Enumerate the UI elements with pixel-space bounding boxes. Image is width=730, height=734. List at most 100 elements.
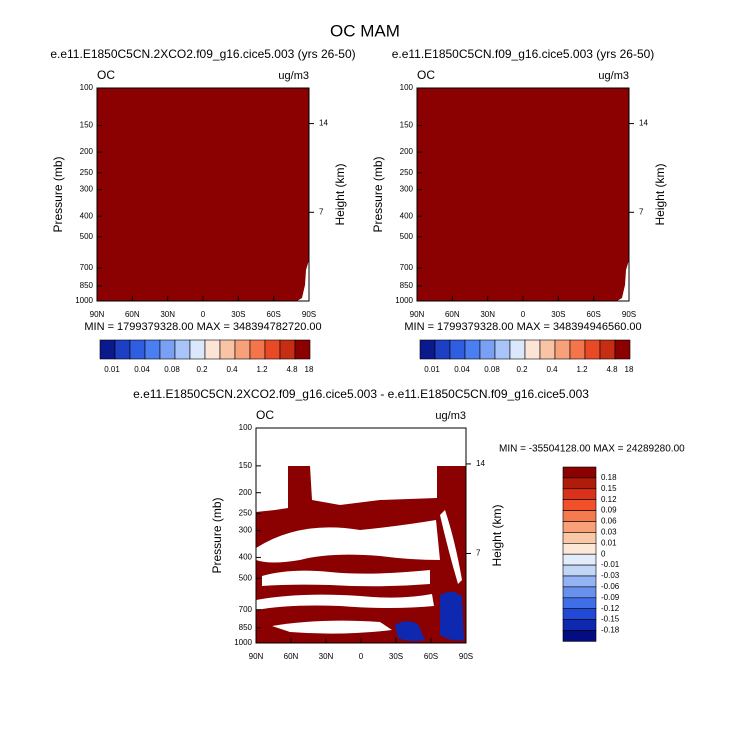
colorbar-box	[599, 339, 616, 360]
colorbar-box	[204, 339, 221, 360]
colorbar-box	[562, 586, 597, 599]
colorbar-box	[562, 608, 597, 620]
colorbar-box	[419, 339, 436, 360]
y-tick-label: 250	[400, 168, 414, 177]
colorbar-label: 0.08	[164, 365, 180, 374]
y-tick-label: 150	[239, 461, 253, 470]
colorbar-box	[144, 339, 161, 360]
x-tick-label: 30N	[480, 310, 495, 319]
colorbar-box	[129, 339, 146, 360]
colorbar-box	[219, 339, 236, 360]
colorbar-label: 1.2	[256, 365, 268, 374]
y-tick-label: 300	[239, 526, 253, 535]
x-tick-label: 30S	[231, 310, 245, 319]
panel-title: e.e11.E1850C5CN.f09_g16.cice5.003 (yrs 2…	[392, 47, 655, 61]
y-tick-label: 300	[400, 185, 414, 194]
colorbar-label: 0.18	[601, 473, 617, 482]
colorbar-label: 0.04	[454, 365, 470, 374]
left-label: OC	[417, 68, 435, 82]
colorbar-label: 0.09	[601, 506, 617, 515]
colorbar-box	[562, 619, 597, 631]
x-tick-label: 90S	[622, 310, 636, 319]
x-tick-label: 90S	[302, 310, 316, 319]
x-tick-label: 60N	[125, 310, 140, 319]
x-tick-label: 30N	[160, 310, 175, 319]
colorbar-box	[554, 339, 571, 360]
y-tick-label: 850	[400, 281, 414, 290]
y-axis-label: Pressure (mb)	[371, 156, 385, 232]
colorbar-label: 0.2	[196, 365, 208, 374]
colorbar-box	[234, 339, 251, 360]
y2-axis-label: Height (km)	[490, 504, 504, 566]
y-tick-label: 300	[80, 185, 94, 194]
colorbar-label: 0.4	[226, 365, 238, 374]
y-tick-label: 850	[80, 281, 94, 290]
colorbar-label: -0.18	[601, 626, 620, 635]
x-tick-label: 60N	[284, 652, 299, 661]
y-axis-label: Pressure (mb)	[210, 497, 224, 573]
colorbar-box	[99, 339, 116, 360]
colorbar-label: -0.06	[601, 582, 620, 591]
colorbar-box	[464, 339, 481, 360]
colorbar-label: 0.12	[601, 495, 617, 504]
colorbar-label: 0.01	[424, 365, 440, 374]
colorbar-box	[562, 477, 597, 490]
x-tick-label: 60N	[445, 310, 460, 319]
y-tick-label: 500	[400, 232, 414, 241]
right-label: ug/m3	[598, 70, 629, 82]
colorbar-label: 0.01	[104, 365, 120, 374]
left-label: OC	[256, 408, 274, 422]
colorbar-label: 0	[601, 549, 606, 558]
y-tick-label: 400	[239, 553, 253, 562]
y2-tick-label: 14	[639, 119, 648, 128]
x-tick-label: 0	[201, 310, 206, 319]
y-tick-label: 200	[400, 147, 414, 156]
x-tick-label: 30S	[551, 310, 565, 319]
y-tick-label: 700	[239, 605, 253, 614]
right-label: ug/m3	[278, 70, 309, 82]
stats: MIN = -35504128.00 MAX = 24289280.00	[499, 444, 685, 455]
colorbar-box	[159, 339, 176, 360]
stats: MIN = 1799379328.00 MAX = 348394946560.0…	[404, 321, 641, 333]
right-label: ug/m3	[435, 410, 466, 422]
colorbar-label: -0.03	[601, 571, 620, 580]
panel-title: e.e11.E1850C5CN.2XCO2.f09_g16.cice5.003 …	[50, 47, 355, 61]
x-tick-label: 30S	[389, 652, 403, 661]
colorbar-label: 0.15	[601, 484, 617, 493]
y-tick-label: 150	[400, 121, 414, 130]
y-tick-label: 100	[239, 423, 253, 432]
colorbar-box	[279, 339, 296, 360]
colorbar-box	[562, 564, 597, 577]
colorbar-label: 4.8	[286, 365, 298, 374]
y2-tick-label: 7	[476, 549, 481, 558]
y-tick-label: 700	[400, 263, 414, 272]
colorbar-label: -0.15	[601, 615, 620, 624]
y-axis-label: Pressure (mb)	[51, 156, 65, 232]
colorbar-box	[584, 339, 601, 360]
y2-tick-label: 7	[639, 207, 644, 216]
colorbar-box	[562, 575, 597, 588]
colorbar-box	[294, 339, 311, 360]
colorbar-box	[479, 339, 496, 360]
x-tick-label: 90N	[249, 652, 264, 661]
colorbar-box	[614, 339, 631, 360]
y-tick-label: 250	[80, 168, 94, 177]
x-tick-label: 60S	[424, 652, 438, 661]
y-tick-label: 1000	[75, 296, 93, 305]
colorbar-box	[562, 630, 597, 642]
y-tick-label: 700	[80, 263, 94, 272]
colorbar-label: 0.03	[601, 528, 617, 537]
y2-axis-label: Height (km)	[333, 163, 347, 225]
y2-tick-label: 14	[476, 459, 485, 468]
field	[417, 88, 629, 301]
colorbar-box	[562, 542, 597, 555]
colorbar-label: 0.01	[601, 538, 617, 547]
field	[97, 88, 309, 301]
y-tick-label: 500	[80, 232, 94, 241]
stats: MIN = 1799379328.00 MAX = 348394782720.0…	[84, 321, 321, 333]
colorbar-box	[264, 339, 281, 360]
y-tick-label: 100	[400, 83, 414, 92]
y-tick-label: 400	[400, 211, 414, 220]
y-tick-label: 500	[239, 573, 253, 582]
colorbar-label: 0.04	[134, 365, 150, 374]
